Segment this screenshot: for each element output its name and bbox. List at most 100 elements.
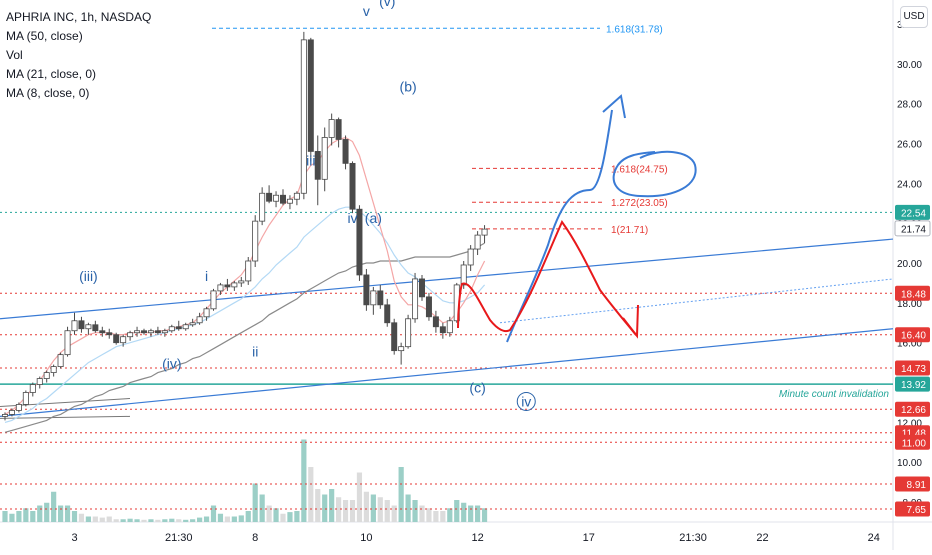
fib-level-label: 1.618(31.78) — [606, 24, 663, 35]
candle — [238, 276, 245, 287]
price-level-badge: 12.66 — [895, 401, 930, 417]
price-badge-label: 21.74 — [901, 224, 926, 235]
volume-bar — [183, 519, 189, 522]
projection-blue-arrowhead — [602, 94, 626, 119]
volume-bar — [190, 519, 196, 522]
candle-body — [259, 192, 266, 222]
ma50-legend[interactable]: MA (50, close) — [6, 29, 83, 43]
candle-body — [127, 332, 134, 338]
y-tick-label: 24.00 — [897, 179, 922, 190]
volume-bar — [169, 518, 175, 522]
candle — [231, 280, 238, 291]
symbol-title[interactable]: APHRIA INC, 1h, NASDAQ — [6, 10, 152, 24]
candle — [405, 314, 412, 349]
volume-bar — [468, 505, 474, 522]
candle — [412, 272, 419, 323]
volume-legend[interactable]: Vol — [6, 48, 23, 62]
wave-label: i — [205, 268, 208, 284]
ma21-legend[interactable]: MA (21, close, 0) — [6, 67, 97, 81]
candle — [168, 324, 175, 333]
volume-bar — [426, 508, 432, 522]
x-tick-label: 21:30 — [679, 532, 707, 544]
price-badge-bg — [895, 501, 930, 517]
volume-bar — [259, 494, 265, 522]
volume-bar — [280, 513, 286, 522]
volume-bar — [315, 489, 321, 522]
wave-label: ii — [252, 344, 258, 360]
price-badge-label: 18.48 — [901, 289, 926, 300]
volume-bar — [78, 513, 85, 522]
candle — [293, 191, 300, 206]
candle-body — [418, 278, 425, 298]
fib-level-label: 1.272(23.05) — [611, 198, 668, 209]
volume-bar — [37, 505, 43, 522]
candle — [432, 310, 439, 333]
candle — [50, 364, 57, 377]
candle-body — [57, 354, 64, 367]
candle — [196, 312, 203, 325]
candle-body — [210, 290, 217, 310]
candle-body — [432, 316, 439, 328]
trendline-lower — [0, 328, 894, 418]
price-badge-bg — [895, 476, 930, 492]
volume-bar — [440, 511, 446, 522]
volume-bar — [245, 511, 251, 522]
volume-bar — [391, 505, 397, 522]
candle — [398, 342, 405, 365]
volume-bar — [162, 519, 168, 522]
x-tick-label: 8 — [252, 532, 258, 544]
candle — [314, 135, 321, 206]
candle-body — [300, 39, 307, 194]
candle — [106, 328, 113, 339]
price-level-badge: 21.74 — [894, 220, 931, 237]
wave-label: (b) — [400, 79, 417, 95]
candle — [43, 370, 50, 383]
candle-body — [175, 326, 182, 330]
volume-bar — [287, 512, 293, 522]
candle-body — [363, 274, 370, 306]
volume-bar — [85, 516, 91, 522]
price-level-badge: 16.40 — [895, 327, 930, 343]
volume-bar — [64, 505, 71, 522]
candle-body — [106, 332, 113, 336]
y-tick-label: 20.00 — [897, 259, 922, 270]
price-badge-bg — [895, 360, 930, 376]
x-tick-label: 10 — [360, 532, 372, 544]
candle-body — [99, 330, 106, 334]
candle-body — [377, 290, 384, 306]
candle-body — [266, 192, 273, 202]
candle — [85, 322, 92, 335]
volume-bar — [266, 505, 272, 522]
candle-body — [161, 330, 168, 334]
candle-body — [446, 320, 453, 334]
trendline-dotted — [499, 278, 894, 324]
candle-body — [398, 346, 405, 352]
ma8-legend[interactable]: MA (8, close, 0) — [6, 86, 90, 100]
price-badge-label: 22.54 — [901, 208, 926, 219]
candle-body — [335, 119, 342, 140]
volume-bar — [106, 516, 112, 522]
price-badge-label: 13.92 — [901, 380, 926, 391]
volume-bar — [231, 516, 237, 522]
currency-button[interactable]: USD — [900, 6, 928, 28]
candle-body — [474, 234, 481, 250]
volume-bar — [405, 494, 411, 522]
candle — [224, 278, 231, 291]
volume-bar — [238, 515, 244, 522]
candle-body — [224, 284, 231, 288]
candle-body — [293, 192, 300, 200]
y-tick-label: 10.00 — [897, 458, 922, 469]
price-level-badge: 14.73 — [895, 360, 930, 376]
volume-bar — [433, 511, 439, 522]
y-tick-label: 28.00 — [897, 100, 922, 111]
candle — [335, 117, 342, 148]
price-badge-label: 7.65 — [907, 505, 927, 516]
volume-bar — [197, 517, 203, 522]
price-badge-label: 8.91 — [907, 480, 927, 491]
candle — [127, 330, 134, 341]
candle — [92, 320, 99, 333]
candle-body — [217, 284, 224, 292]
candle — [22, 390, 29, 407]
